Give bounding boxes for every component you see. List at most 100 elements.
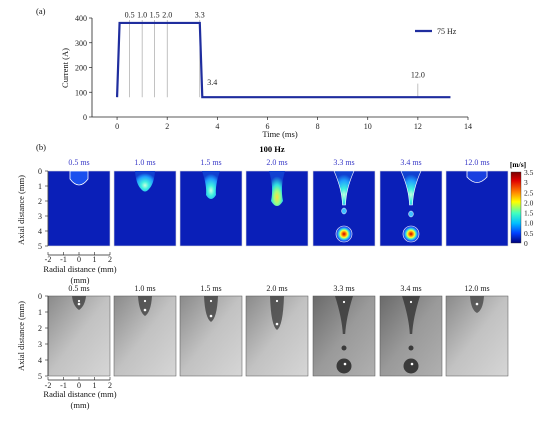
- x-tick-label: 14: [464, 122, 472, 131]
- sim-droplet: [269, 171, 285, 206]
- sim-frame: 12.0 ms: [445, 158, 509, 247]
- exp-frame: 12.0 ms: [445, 284, 509, 377]
- sim-detached-droplet: [402, 225, 420, 243]
- x-tick-label: 6: [265, 122, 269, 131]
- sim-y-tick-label: 5: [38, 242, 42, 251]
- sim-x-tick-label: 1: [93, 255, 97, 264]
- x-tick-label: 4: [215, 122, 219, 131]
- sim-droplet: [466, 170, 488, 183]
- exp-y-tick-label: 3: [38, 340, 42, 349]
- exp-frame: 0.5 ms: [47, 284, 111, 377]
- exp-y-tick-label: 2: [38, 324, 42, 333]
- exp-y-tick-label: 4: [38, 356, 42, 365]
- sim-x-tick-label: 0: [77, 255, 81, 264]
- exp-highlight: [143, 308, 147, 312]
- sim-x-axis-label: Radial distance (mm): [43, 264, 116, 274]
- sim-x-axis-unit: (mm): [71, 275, 90, 285]
- sim-frame-background: [445, 170, 509, 247]
- exp-detached-droplet: [403, 358, 419, 374]
- sim-frame-time-label: 1.5 ms: [200, 158, 221, 167]
- colorbar-unit-label: [m/s]: [510, 160, 526, 169]
- x-tick-label: 2: [165, 122, 169, 131]
- exp-x-tick-label: 2: [108, 381, 112, 390]
- y-tick-group: 0 100 200 300 400: [75, 14, 92, 122]
- sim-frame-time-label: 0.5 ms: [68, 158, 89, 167]
- time-marker-label: 3.4: [207, 78, 217, 87]
- sim-frame-time-label: 1.0 ms: [134, 158, 155, 167]
- series-75hz-line: [115, 21, 451, 99]
- panel-a-label: (a): [36, 6, 46, 16]
- exp-frame-time-label: 0.5 ms: [68, 284, 89, 293]
- exp-highlight: [409, 300, 413, 304]
- exp-y-axis-label: Axial distance (mm): [16, 301, 26, 371]
- exp-highlight: [77, 299, 81, 303]
- current-chart: 0 100 200 300 400 0 2 4 6 8 10 12 14 0.5 1.0 1.5 2.0 3.…: [60, 11, 472, 139]
- time-marker-label: 3.3: [195, 11, 205, 20]
- y-tick-label: 300: [75, 39, 87, 48]
- exp-y-tick-label: 0: [38, 292, 42, 301]
- time-marker-label: 1.0: [137, 11, 147, 20]
- exp-frame-time-label: 1.5 ms: [200, 284, 221, 293]
- exp-highlight: [275, 322, 279, 326]
- colorbar-tick-label: 0: [524, 239, 528, 248]
- colorbar-tick-group: 3.532.52.0 1.51.00.50: [524, 168, 534, 248]
- sim-detached-droplet: [335, 225, 353, 243]
- y-tick-label: 400: [75, 14, 87, 23]
- exp-highlight: [475, 302, 479, 306]
- sim-satellite-droplet: [408, 210, 414, 218]
- exp-y-tick-label: 5: [38, 372, 42, 381]
- simulation-title: 100 Hz: [259, 144, 284, 154]
- y-tick-label: 0: [83, 113, 87, 122]
- time-marker-label: 2.0: [162, 11, 172, 20]
- sim-droplet: [135, 171, 155, 192]
- colorbar-tick-label: 1.0: [524, 219, 534, 228]
- colorbar-tick-label: 3: [524, 178, 528, 187]
- sim-y-tick-label: 4: [38, 227, 42, 236]
- exp-highlight: [77, 302, 81, 306]
- colorbar-tick-label: 2.0: [524, 198, 534, 207]
- legend-label: 75 Hz: [437, 27, 457, 36]
- sim-y-tick-label: 3: [38, 212, 42, 221]
- exp-x-axis-label: Radial distance (mm): [43, 389, 116, 399]
- exp-droplet: [270, 296, 284, 330]
- exp-x-tick-label: 0: [77, 381, 81, 390]
- sim-jet-neck: [333, 170, 355, 206]
- sim-y-tick-label: 1: [38, 182, 42, 191]
- x-tick-label: 0: [115, 122, 119, 131]
- sim-droplet: [69, 170, 89, 186]
- time-marker-group: 0.5 1.0 1.5 2.0 3.3 3.4 12.0: [125, 11, 425, 98]
- exp-frame-time-label: 1.0 ms: [134, 284, 155, 293]
- exp-frame-time-label: 3.3 ms: [333, 284, 354, 293]
- sim-satellite-droplet: [341, 207, 347, 215]
- sim-frame: 1.0 ms: [113, 158, 177, 247]
- simulation-axes: 0 1 2 3 4 5-2 -1 0 1 2: [38, 167, 112, 264]
- exp-satellite-droplet: [408, 345, 414, 351]
- y-axis-label: Current (A): [60, 48, 70, 88]
- exp-highlight: [410, 362, 414, 366]
- x-tick-label: 8: [316, 122, 320, 131]
- exp-x-axis-unit: (mm): [71, 400, 90, 410]
- colorbar-tick-label: 1.5: [524, 209, 534, 218]
- exp-highlight: [275, 299, 279, 303]
- exp-frame: 3.3 ms: [312, 284, 376, 377]
- exp-highlight: [143, 299, 147, 303]
- exp-frame-time-label: 2.0 ms: [266, 284, 287, 293]
- time-marker-label: 0.5: [125, 11, 135, 20]
- exp-droplet: [138, 296, 152, 316]
- y-tick-label: 200: [75, 64, 87, 73]
- simulation-frames: 0.5 ms 1.0 ms 1.5 ms 2.0 ms 3.3 ms 3.4 ms 12.0…: [47, 158, 509, 247]
- exp-frame: 1.0 ms: [113, 284, 177, 377]
- sim-x-tick-label: -2: [45, 255, 52, 264]
- exp-frame: 2.0 ms: [245, 284, 309, 377]
- sim-frame: 3.4 ms: [379, 158, 443, 247]
- sim-frame-time-label: 3.3 ms: [333, 158, 354, 167]
- sim-frame: 3.3 ms: [312, 158, 376, 247]
- sim-x-tick-label: 2: [108, 255, 112, 264]
- sim-frame-time-label: 3.4 ms: [400, 158, 421, 167]
- colorbar-tick-label: 2.5: [524, 188, 534, 197]
- exp-y-tick-label: 1: [38, 308, 42, 317]
- exp-frame-time-label: 12.0 ms: [464, 284, 489, 293]
- x-tick-label: 10: [364, 122, 372, 131]
- sim-y-tick-label: 2: [38, 197, 42, 206]
